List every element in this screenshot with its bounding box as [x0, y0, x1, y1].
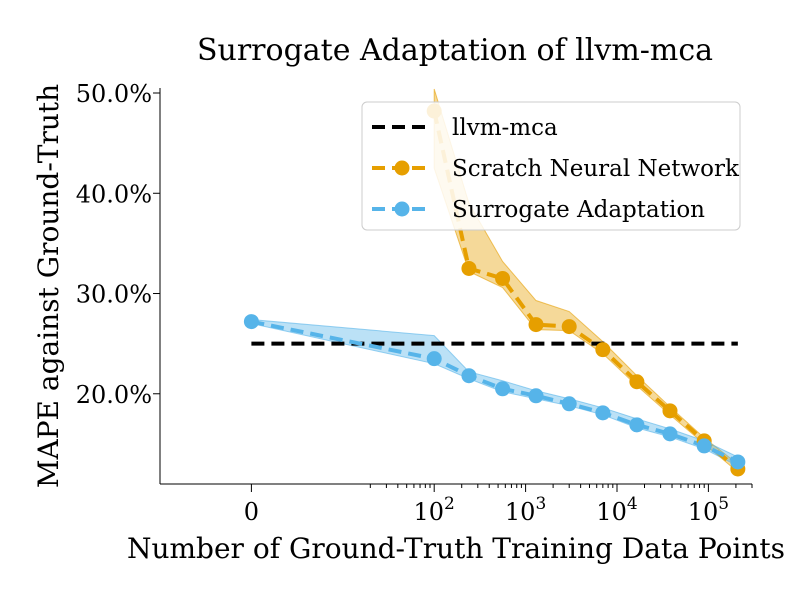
scratch-neural-network-point: [528, 317, 544, 333]
legend-marker-scratch-neural-network: [394, 160, 410, 176]
surrogate-adaptation-point: [561, 396, 577, 412]
surrogate-adaptation-point: [730, 454, 746, 470]
surrogate-adaptation-point: [629, 417, 645, 433]
legend-box: [361, 101, 741, 231]
surrogate-adaptation-point: [243, 314, 259, 330]
surrogate-adaptation-point: [461, 368, 477, 384]
legend-label-scratch-neural-network: Scratch Neural Network: [452, 156, 740, 182]
axes: 20.0% 30.0% 40.0% 50.0% 0 102 103 104 105: [76, 80, 753, 526]
surrogate-adaptation-band: [250, 319, 739, 467]
series-markers: [243, 103, 746, 477]
y-axis-label: MAPE against Ground-Truth: [32, 84, 65, 488]
y-tick-label: 20.0%: [76, 381, 152, 409]
x-tick-label: 105: [688, 494, 729, 526]
y-tick-label: 40.0%: [76, 180, 152, 208]
y-tick-label: 30.0%: [76, 281, 152, 309]
scratch-neural-network-point: [561, 319, 577, 335]
scratch-neural-network-point: [495, 270, 511, 286]
surrogate-adaptation-point: [662, 426, 678, 442]
legend-marker-surrogate-adaptation: [394, 201, 410, 217]
x-axis-label: Number of Ground-Truth Training Data Poi…: [127, 532, 785, 565]
legend-label-llvm-mca: llvm-mca: [452, 115, 558, 141]
scratch-neural-network-line: [432, 110, 740, 471]
x-tick-label: 102: [414, 494, 455, 526]
scratch-neural-network-point: [595, 342, 611, 358]
legend: llvm-mca Scratch Neural Network Surrogate …: [361, 101, 741, 231]
x-tick-label: 104: [596, 494, 637, 526]
surrogate-adaptation-point: [426, 351, 442, 367]
scratch-neural-network-point: [662, 403, 678, 419]
scratch-neural-network-point: [629, 374, 645, 390]
surrogate-adaptation-point: [595, 405, 611, 421]
y-tick-label: 50.0%: [76, 80, 152, 108]
x-tick-label: 0: [244, 498, 259, 526]
scratch-neural-network-point: [461, 260, 477, 276]
x-tick-label: 103: [505, 494, 546, 526]
surrogate-adaptation-point: [528, 388, 544, 404]
surrogate-adaptation-point: [696, 438, 712, 454]
chart-title: Surrogate Adaptation of llvm-mca: [197, 33, 713, 68]
legend-label-surrogate-adaptation: Surrogate Adaptation: [452, 197, 705, 223]
surrogate-adaptation-point: [495, 381, 511, 397]
